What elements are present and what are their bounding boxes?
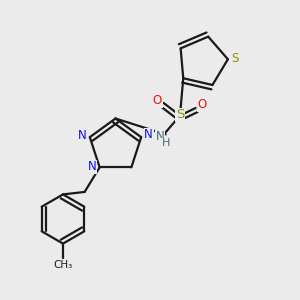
Text: N: N — [78, 129, 87, 142]
Text: S: S — [232, 52, 239, 65]
Text: CH₃: CH₃ — [53, 260, 73, 270]
Text: N: N — [144, 128, 153, 141]
Text: H: H — [162, 138, 170, 148]
Text: S: S — [176, 108, 184, 122]
Text: O: O — [198, 98, 207, 112]
Text: N: N — [88, 160, 97, 173]
Text: O: O — [153, 94, 162, 107]
Text: N: N — [156, 130, 165, 143]
